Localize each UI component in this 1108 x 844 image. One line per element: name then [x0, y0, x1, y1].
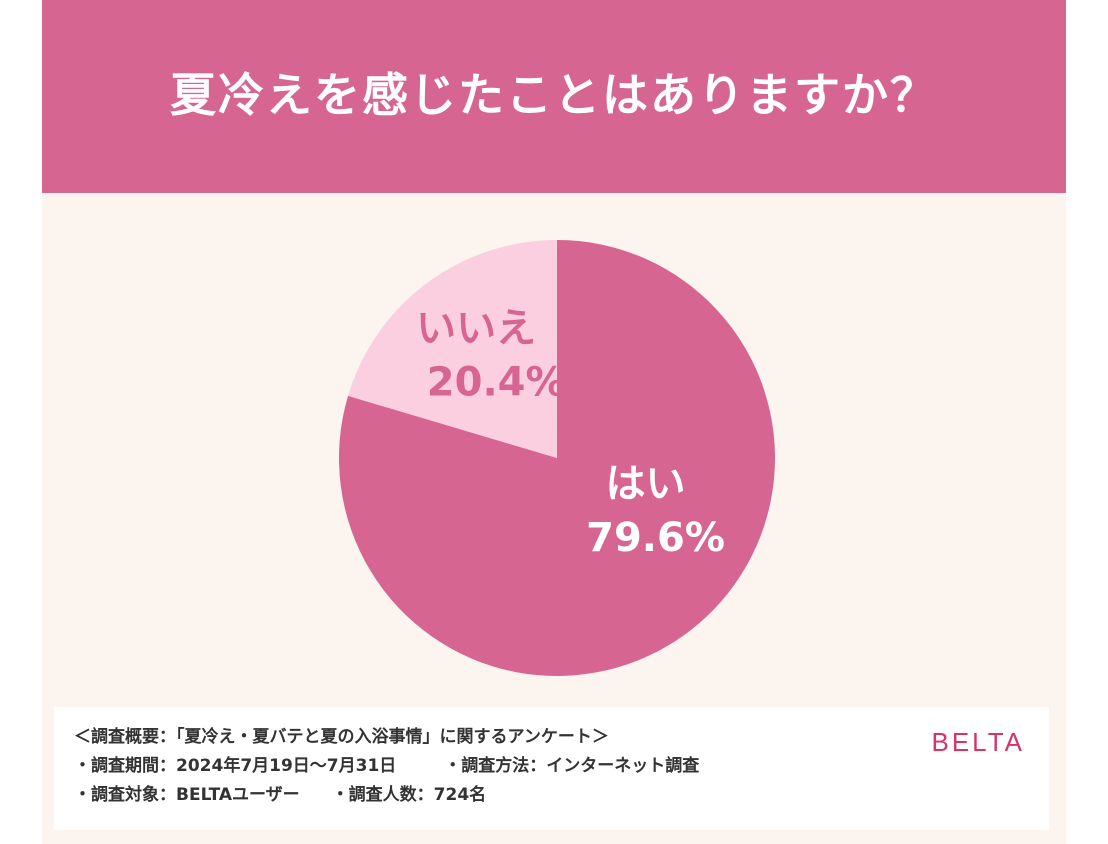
slice-value-no: 20.4% — [427, 360, 566, 406]
pie-chart: はい 79.6% いいえ 20.4% — [338, 240, 775, 676]
belta-logo: BELTA — [931, 727, 1025, 757]
chart-title: 夏冷えを感じたことはありますか？ — [170, 67, 938, 122]
slice-value-yes: 79.6% — [586, 515, 725, 561]
survey-period: ・調査期間：2024年7月19日〜7月31日 — [74, 756, 397, 776]
survey-info-text: ＜調査概要：「夏冷え・夏バテと夏の入浴事情」に関するアンケート＞ ・調査期間：2… — [74, 723, 699, 810]
slice-label-no: いいえ — [416, 306, 536, 352]
survey-overview: ＜調査概要：「夏冷え・夏バテと夏の入浴事情」に関するアンケート＞ — [74, 727, 609, 747]
survey-row-1: ・調査期間：2024年7月19日〜7月31日 ・調査方法：インターネット調査 — [74, 752, 699, 781]
header-banner: 夏冷えを感じたことはありますか？ — [42, 0, 1066, 193]
survey-count: ・調査人数：724名 — [331, 785, 487, 805]
survey-info-box: ＜調査概要：「夏冷え・夏バテと夏の入浴事情」に関するアンケート＞ ・調査期間：2… — [54, 707, 1049, 830]
survey-target: ・調査対象：BELTAユーザー — [74, 785, 300, 805]
infographic-frame: 夏冷えを感じたことはありますか？ はい 79.6% いいえ 20.4% ＜調査概要：「… — [42, 0, 1066, 844]
survey-row-2: ・調査対象：BELTAユーザー ・調査人数：724名 — [74, 781, 699, 810]
slice-label-yes: はい — [606, 461, 686, 507]
pie-slice-no — [348, 240, 557, 458]
survey-method: ・調査方法：インターネット調査 — [444, 756, 700, 776]
